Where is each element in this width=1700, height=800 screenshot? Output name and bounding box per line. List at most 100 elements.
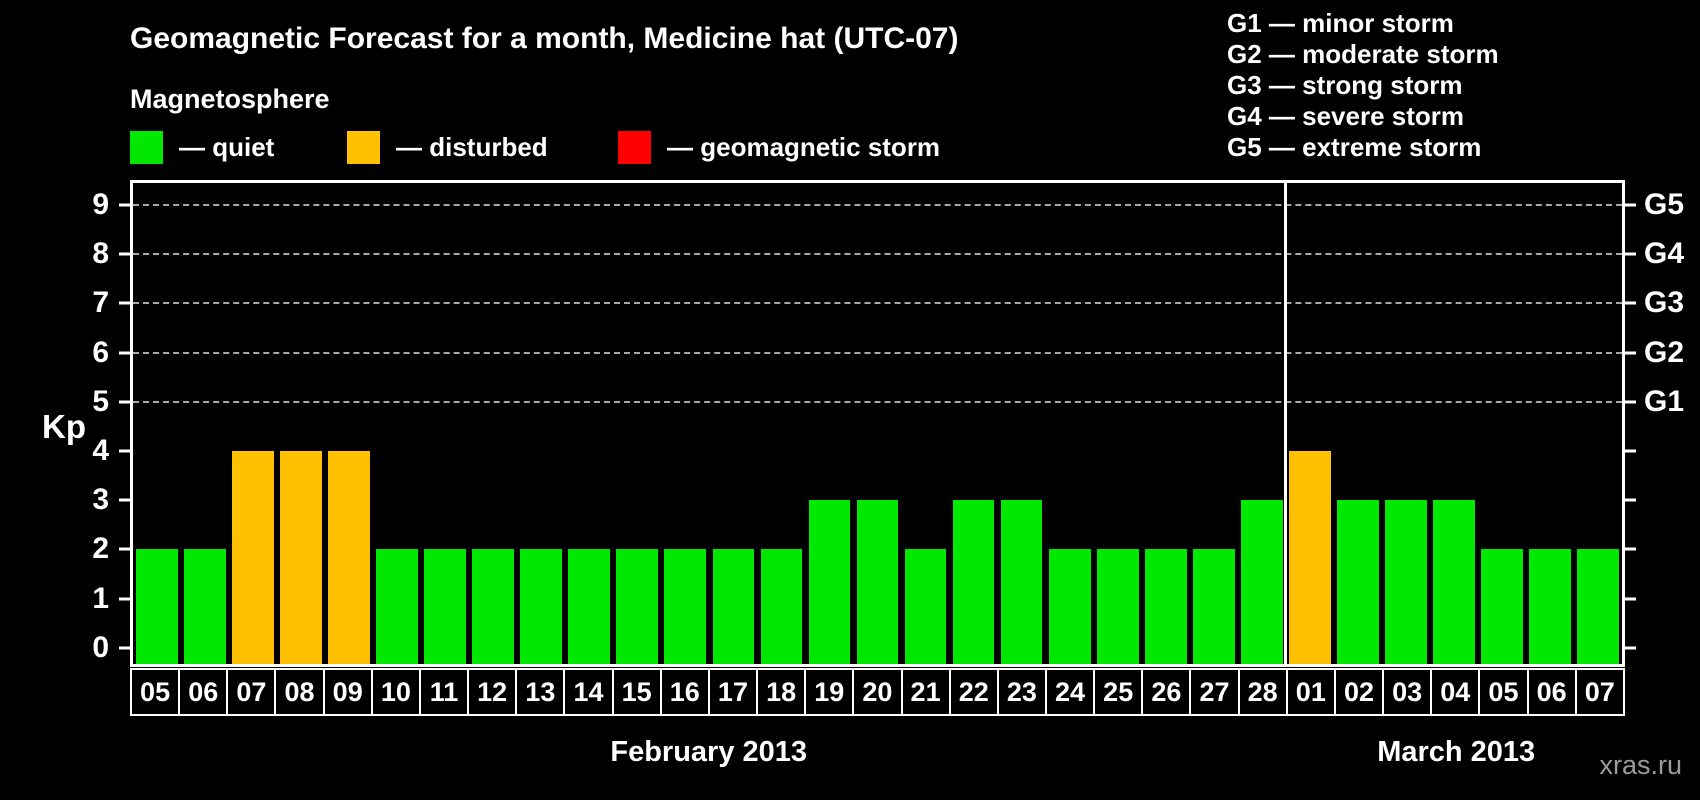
bar-february-23 <box>1000 500 1043 664</box>
day-label-february-17: 17 <box>707 668 759 716</box>
bar-february-15 <box>616 549 659 664</box>
right-axis-tick-2 <box>1625 547 1636 551</box>
day-label-february-28: 28 <box>1237 668 1288 716</box>
day-label-february-08: 08 <box>274 668 325 716</box>
y-axis-tick-label-1: 1 <box>92 581 109 615</box>
day-label-february-18: 18 <box>756 668 807 716</box>
day-label-february-26: 26 <box>1141 668 1192 716</box>
legend-item-quiet: — quiet <box>130 131 274 164</box>
right-axis-tick-6 <box>1625 351 1636 355</box>
right-axis-tick-1 <box>1625 597 1636 601</box>
bar-march-04 <box>1432 500 1475 664</box>
gridline-kp-7 <box>133 302 1622 305</box>
bar-march-05 <box>1481 549 1523 664</box>
bar-february-13 <box>520 549 563 664</box>
g-scale-legend-item-g3: G3 — strong storm <box>1227 70 1463 100</box>
gridline-kp-5 <box>133 400 1622 403</box>
right-axis-tick-7 <box>1625 301 1636 305</box>
day-label-march-01: 01 <box>1285 668 1336 716</box>
bar-february-11 <box>424 549 467 664</box>
y-axis-tick-label-8: 8 <box>92 237 109 271</box>
day-label-february-20: 20 <box>852 668 903 716</box>
bar-february-22 <box>952 500 995 664</box>
gridline-kp-9 <box>133 204 1622 207</box>
day-label-february-15: 15 <box>611 668 662 716</box>
y-axis-tick-label-4: 4 <box>92 434 109 468</box>
y-axis-tick-9 <box>119 203 130 207</box>
day-label-february-13: 13 <box>515 668 566 716</box>
right-axis-tick-3 <box>1625 498 1636 502</box>
day-label-february-16: 16 <box>659 668 710 716</box>
right-axis-label-g2: G2 <box>1644 335 1685 369</box>
bar-february-16 <box>664 549 707 664</box>
day-label-february-12: 12 <box>467 668 518 716</box>
g-scale-legend: G1 — minor storm G2 — moderate storm G3 — … <box>1227 8 1499 163</box>
g-scale-legend-item-g4: G4 — severe storm <box>1227 101 1465 131</box>
bar-march-07 <box>1577 549 1619 664</box>
legend-label-disturbed: — disturbed <box>396 132 548 162</box>
day-label-february-10: 10 <box>370 668 421 716</box>
day-label-february-14: 14 <box>563 668 614 716</box>
y-axis-tick-label-3: 3 <box>92 483 109 517</box>
day-label-february-22: 22 <box>948 668 999 716</box>
x-axis-day-labels: 05 06 07 08 09 10 11 12 13 14 15 16 17 18 19 20 21 22 23 24… <box>130 668 1625 716</box>
y-axis-tick-0 <box>119 646 130 650</box>
bar-february-07 <box>232 451 274 664</box>
legend-item-geomagnetic-storm: — geomagnetic storm <box>618 131 940 164</box>
month-label-march: March 2013 <box>1377 736 1536 768</box>
day-label-february-23: 23 <box>996 668 1047 716</box>
bar-february-12 <box>472 549 515 664</box>
legend-swatch-disturbed <box>347 131 380 164</box>
day-label-march-02: 02 <box>1333 668 1385 716</box>
g-scale-legend-item-g5: G5 — extreme storm <box>1227 132 1482 162</box>
day-label-february-24: 24 <box>1044 668 1096 716</box>
day-label-february-27: 27 <box>1189 668 1240 716</box>
gridline-kp-6 <box>133 351 1622 354</box>
right-axis-tick-8 <box>1625 252 1636 256</box>
g-scale-legend-item-g1: G1 — minor storm <box>1227 8 1454 38</box>
bar-february-17 <box>712 549 755 664</box>
right-axis-label-g3: G3 <box>1644 286 1685 320</box>
day-label-february-21: 21 <box>900 668 951 716</box>
bar-february-20 <box>856 500 899 664</box>
xras-watermark: xras.ru <box>1599 750 1682 780</box>
y-axis-tick-6 <box>119 351 130 355</box>
y-axis-tick-1 <box>119 597 130 601</box>
magnetosphere-legend: — quiet — disturbed — geomagnetic storm <box>130 131 1030 167</box>
bar-february-10 <box>376 549 419 664</box>
bar-february-26 <box>1144 549 1187 664</box>
legend-swatch-quiet <box>130 131 163 164</box>
y-axis-tick-label-5: 5 <box>92 384 109 418</box>
day-label-february-05: 05 <box>130 668 181 716</box>
right-axis-label-g1: G1 <box>1644 384 1685 418</box>
right-axis-tick-9 <box>1625 203 1636 207</box>
day-label-february-11: 11 <box>418 668 470 716</box>
y-axis-tick-4 <box>119 449 130 453</box>
y-axis-tick-label-6: 6 <box>92 335 109 369</box>
y-axis-tick-5 <box>119 400 130 404</box>
legend-label-quiet: — quiet <box>179 132 275 162</box>
magnetosphere-legend-heading: Magnetosphere <box>130 84 330 114</box>
month-separator-line <box>1283 183 1287 664</box>
day-label-february-25: 25 <box>1093 668 1144 716</box>
bar-february-27 <box>1192 549 1235 664</box>
right-axis-label-g4: G4 <box>1644 237 1685 271</box>
y-axis-title: Kp <box>42 408 86 445</box>
bar-march-03 <box>1384 500 1427 664</box>
right-axis-label-g5: G5 <box>1644 188 1685 222</box>
day-label-february-19: 19 <box>804 668 855 716</box>
day-label-march-04: 04 <box>1430 668 1481 716</box>
right-axis-tick-5 <box>1625 400 1636 404</box>
bar-march-02 <box>1336 500 1379 664</box>
day-label-march-03: 03 <box>1382 668 1433 716</box>
day-label-march-07: 07 <box>1574 668 1625 716</box>
y-axis-tick-2 <box>119 547 130 551</box>
kp-bar-chart-plot-area: 0 1 2 3 4 5 6 7 8 9 G1 G2 G3 G4 G5 <box>92 180 1684 667</box>
bar-february-14 <box>568 549 611 664</box>
bar-march-01 <box>1288 451 1331 664</box>
bar-february-09 <box>328 451 371 664</box>
legend-item-disturbed: — disturbed <box>347 131 548 164</box>
y-axis-tick-8 <box>119 252 130 256</box>
bar-february-05 <box>136 549 178 664</box>
y-axis-tick-7 <box>119 301 130 305</box>
